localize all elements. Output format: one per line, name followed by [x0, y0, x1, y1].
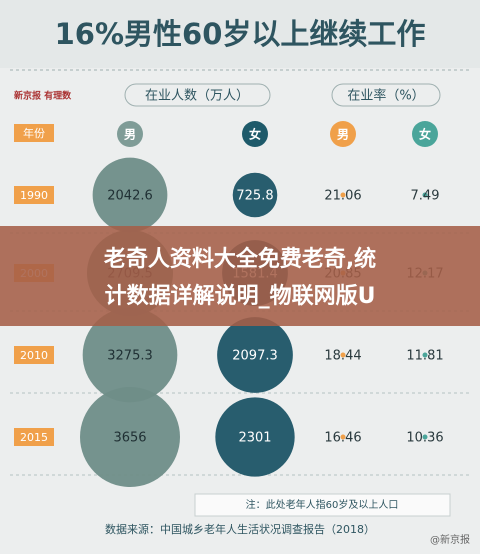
rate-dot [422, 192, 428, 198]
note-box [194, 493, 451, 517]
header-box [124, 83, 271, 107]
column-label: 女 [419, 127, 431, 142]
note: 注：此处老年人指60岁及以上人口 [246, 498, 399, 511]
rate-dot [422, 434, 428, 440]
bubble [80, 387, 180, 487]
bubble-label: 2301 [238, 431, 271, 446]
year-box [14, 428, 54, 446]
header: 在业人数（万人） [145, 89, 249, 104]
bubble-label: 2042.6 [107, 189, 153, 204]
bubble [82, 307, 178, 403]
banner-bg [0, 226, 480, 326]
banner-text: 老奇人资料大全免费老奇,统 [103, 246, 376, 272]
rate-label: 21.06 [324, 189, 361, 204]
column-icon [330, 121, 356, 147]
rate-dot [340, 352, 346, 358]
column-label: 男 [124, 128, 136, 142]
rate-label: 18.44 [324, 349, 361, 364]
bubble-label: 725.8 [236, 189, 273, 204]
year-box [14, 346, 54, 364]
bubble [232, 172, 278, 218]
column-icon [117, 121, 143, 147]
rate-label: 7.49 [411, 189, 440, 204]
title-band [0, 0, 480, 68]
banner: 老奇人资料大全免费老奇,统 计数据详解说明_物联网版U [0, 226, 480, 326]
column-label: 男 [337, 128, 349, 142]
year-header-box [14, 124, 54, 142]
column-icon [412, 121, 438, 147]
bubble-label: 3656 [113, 431, 146, 446]
bubble [215, 397, 295, 477]
year: 1990 [20, 189, 48, 202]
rate-label: 11.81 [406, 349, 443, 364]
bubble [217, 317, 293, 393]
rate-dot [340, 192, 346, 198]
rate-label: 10.36 [406, 431, 443, 446]
year: 2010 [20, 349, 48, 362]
bubble-label: 2097.3 [232, 349, 278, 364]
year-box [14, 186, 54, 204]
year-header: 年份 [23, 126, 45, 140]
header: 在业率（%） [347, 88, 424, 104]
column-icon [242, 121, 268, 147]
rate-label: 16.46 [324, 431, 361, 446]
logo: 新京报 有理数 [14, 90, 72, 102]
rate-dot [340, 434, 346, 440]
watermark: @新京报 [430, 533, 470, 546]
title: 16%男性60岁以上继续工作 [55, 17, 426, 51]
header-box [331, 83, 441, 107]
column-label: 女 [249, 127, 261, 142]
bubble [92, 157, 168, 233]
year: 2015 [20, 431, 48, 444]
bubble-label: 3275.3 [107, 349, 153, 364]
rate-dot [422, 352, 428, 358]
banner-text: 计数据详解说明_物联网版U [105, 283, 376, 309]
source: 数据来源：中国城乡老年人生活状况调查报告（2018） [105, 522, 375, 536]
